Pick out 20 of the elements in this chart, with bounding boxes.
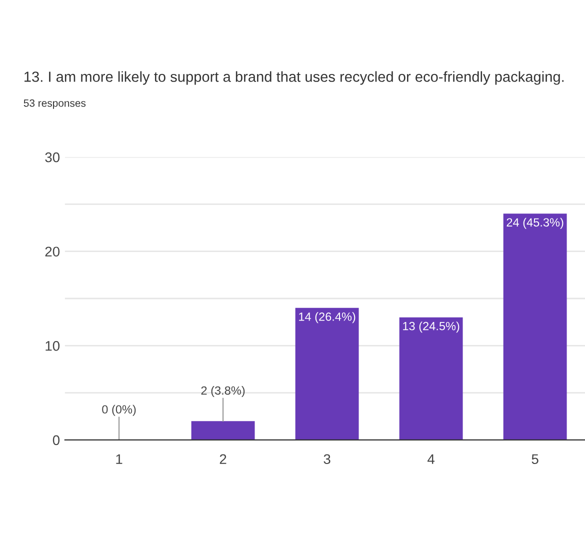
data-label: 14 (26.4%)	[299, 312, 356, 324]
x-tick-label: 4	[428, 454, 435, 464]
bar	[399, 317, 463, 440]
chart-subtitle: 53 responses	[24, 99, 86, 109]
x-tick-label: 5	[532, 454, 538, 464]
bar	[191, 421, 255, 440]
x-tick-label: 1	[116, 454, 122, 464]
data-label: 2 (3.8%)	[201, 386, 245, 398]
data-label: 0 (0%)	[102, 404, 136, 416]
y-tick-label: 10	[46, 340, 60, 351]
y-tick-label: 0	[52, 435, 60, 446]
bar	[295, 308, 359, 440]
bar	[503, 214, 567, 440]
data-label: 24 (45.3%)	[506, 218, 564, 229]
x-tick-label: 2	[220, 454, 226, 464]
chart-title: 13. I am more likely to support a brand that uses recycled or eco-friendly packaging.	[24, 71, 564, 85]
x-tick-label: 3	[324, 454, 330, 464]
y-tick-label: 30	[45, 152, 60, 162]
data-label: 13 (24.5%)	[403, 322, 460, 333]
y-tick-label: 20	[45, 246, 60, 257]
